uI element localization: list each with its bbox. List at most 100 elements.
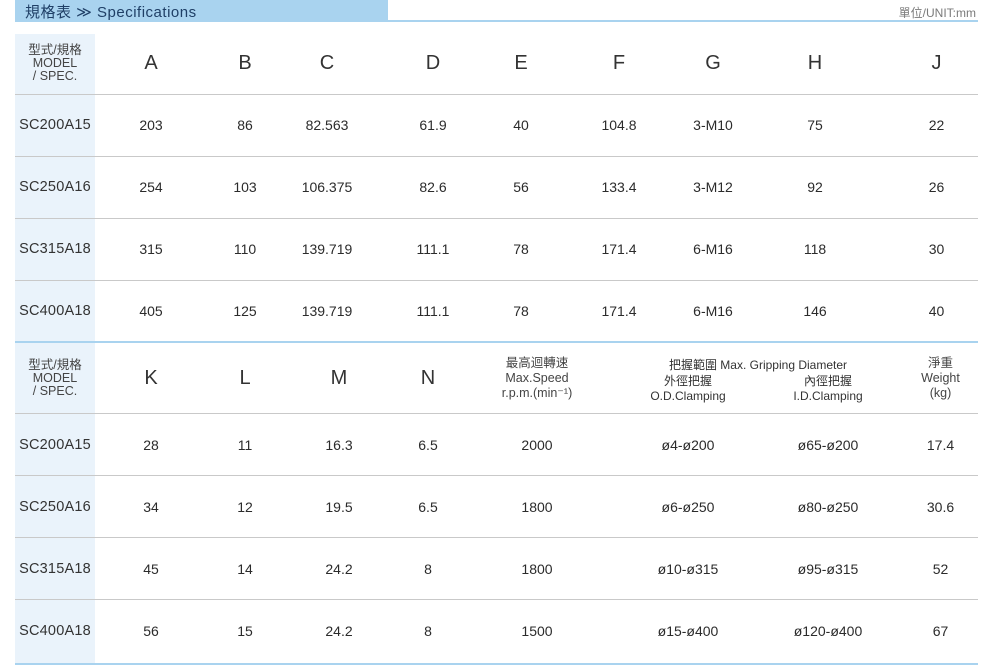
cell-l: 12 [207,475,283,538]
cell-n: 6.5 [395,413,461,476]
unit-label: 單位/UNIT:mm [898,6,976,20]
cell-k: 34 [95,475,207,538]
cell-weight: 17.4 [903,413,978,476]
speed-header-unit: r.p.m.(min⁻¹) [501,385,573,400]
cell-c: 82.563 [283,93,371,156]
cell-od: ø15-ø400 [657,622,719,639]
cell-m: 24.2 [283,599,395,662]
cell-grip: ø6-ø250 ø80-ø250 [613,475,903,538]
weight-header-en: Weight [921,370,960,385]
grip-header-main: 把握範圍 Max. Gripping Diameter [668,358,848,372]
cell-grip: ø15-ø400 ø120-ø400 [613,599,903,662]
cell-id: ø120-ø400 [793,622,863,639]
col-header-f: F [612,52,626,75]
cell-speed: 1800 [461,475,613,538]
col-header-j: J [931,52,942,75]
table-row: SC250A16 34 12 19.5 6.5 1800 ø6-ø250 ø80-… [15,475,978,538]
cell-d: 82.6 [371,155,495,218]
table-row: SC315A18 315 110 139.719 111.1 78 171.4 … [15,217,978,280]
cell-f: 133.4 [547,155,691,218]
cell-id: ø95-ø315 [797,560,859,577]
col-header-c: C [319,52,335,75]
cell-g: 3-M12 [691,155,735,218]
cell-b: 110 [207,217,283,280]
cell-a: 254 [95,155,207,218]
table-row: SC315A18 45 14 24.2 8 1800 ø10-ø315 ø95-ø… [15,537,978,600]
cell-d: 111.1 [371,279,495,342]
cell-c: 139.719 [283,217,371,280]
cell-j: 40 [895,279,978,342]
model-cell: SC250A16 [15,155,95,218]
model-cell: SC250A16 [15,475,95,538]
table-2-header-row: 型式/規格 MODEL / SPEC. K L M N 最高迴轉速 Max.Sp… [15,343,978,414]
speed-header-cell: 最高迴轉速 Max.Speed r.p.m.(min⁻¹) [461,343,613,414]
cell-e: 56 [495,155,547,218]
model-header-spec: / SPEC. [32,69,78,84]
col-header-n: N [420,366,436,389]
cell-c: 106.375 [283,155,371,218]
model-cell: SC400A18 [15,279,95,342]
spec-table-1: 型式/規格 MODEL / SPEC. A B C D E F G H J SC… [15,34,978,342]
id-header-en: I.D.Clamping [793,389,863,403]
model-header-en: MODEL [32,56,78,71]
model-cell: SC400A18 [15,599,95,662]
cell-e: 40 [495,93,547,156]
cell-id: ø65-ø200 [797,436,859,453]
cell-a: 405 [95,279,207,342]
model-cell: SC315A18 [15,217,95,280]
cell-speed: 1500 [461,599,613,662]
cell-weight: 30.6 [903,475,978,538]
cell-od: ø10-ø315 [657,560,719,577]
cell-f: 171.4 [547,279,691,342]
weight-header-zh: 淨重 [927,355,953,370]
cell-grip: ø4-ø200 ø65-ø200 [613,413,903,476]
model-cell: SC200A15 [15,413,95,476]
table-row: SC200A15 28 11 16.3 6.5 2000 ø4-ø200 ø65-… [15,413,978,476]
col-header-d: D [425,52,441,75]
col-header-g: G [705,52,721,75]
cell-e: 78 [495,279,547,342]
table-row: SC250A16 254 103 106.375 82.6 56 133.4 3… [15,155,978,218]
cell-weight: 67 [903,599,978,662]
cell-j: 30 [895,217,978,280]
cell-od: ø6-ø250 [661,498,715,515]
cell-id: ø80-ø250 [797,498,859,515]
cell-k: 45 [95,537,207,600]
cell-l: 11 [207,413,283,476]
cell-e: 78 [495,217,547,280]
model-header-cell: 型式/規格 MODEL / SPEC. [15,34,95,94]
cell-d: 111.1 [371,217,495,280]
od-header-zh: 外徑把握 [663,374,712,388]
cell-j: 26 [895,155,978,218]
weight-header-cell: 淨重 Weight (kg) [903,343,978,414]
cell-k: 28 [95,413,207,476]
cell-m: 19.5 [283,475,395,538]
cell-h: 92 [735,155,895,218]
model-header-spec: / SPEC. [32,383,78,398]
id-header-zh: 內徑把握 [803,374,852,388]
speed-header-en: Max.Speed [505,370,569,385]
model-cell: SC315A18 [15,537,95,600]
cell-k: 56 [95,599,207,662]
weight-header-unit: (kg) [929,385,952,400]
cell-n: 8 [395,599,461,662]
table-row: SC400A18 405 125 139.719 111.1 78 171.4 … [15,279,978,342]
table-1-header-row: 型式/規格 MODEL / SPEC. A B C D E F G H J [15,34,978,94]
section-divider [15,341,978,343]
cell-b: 103 [207,155,283,218]
cell-a: 203 [95,93,207,156]
cell-m: 16.3 [283,413,395,476]
cell-l: 14 [207,537,283,600]
cell-b: 125 [207,279,283,342]
speed-header-zh: 最高迴轉速 [505,355,569,370]
cell-d: 61.9 [371,93,495,156]
cell-h: 146 [735,279,895,342]
cell-f: 171.4 [547,217,691,280]
col-header-e: E [514,52,528,75]
grip-header-cell: 把握範圍 Max. Gripping Diameter 外徑把握 O.D.Cla… [613,343,903,414]
od-header-en: O.D.Clamping [650,389,726,403]
cell-a: 315 [95,217,207,280]
cell-m: 24.2 [283,537,395,600]
cell-n: 6.5 [395,475,461,538]
bottom-divider [15,663,978,665]
